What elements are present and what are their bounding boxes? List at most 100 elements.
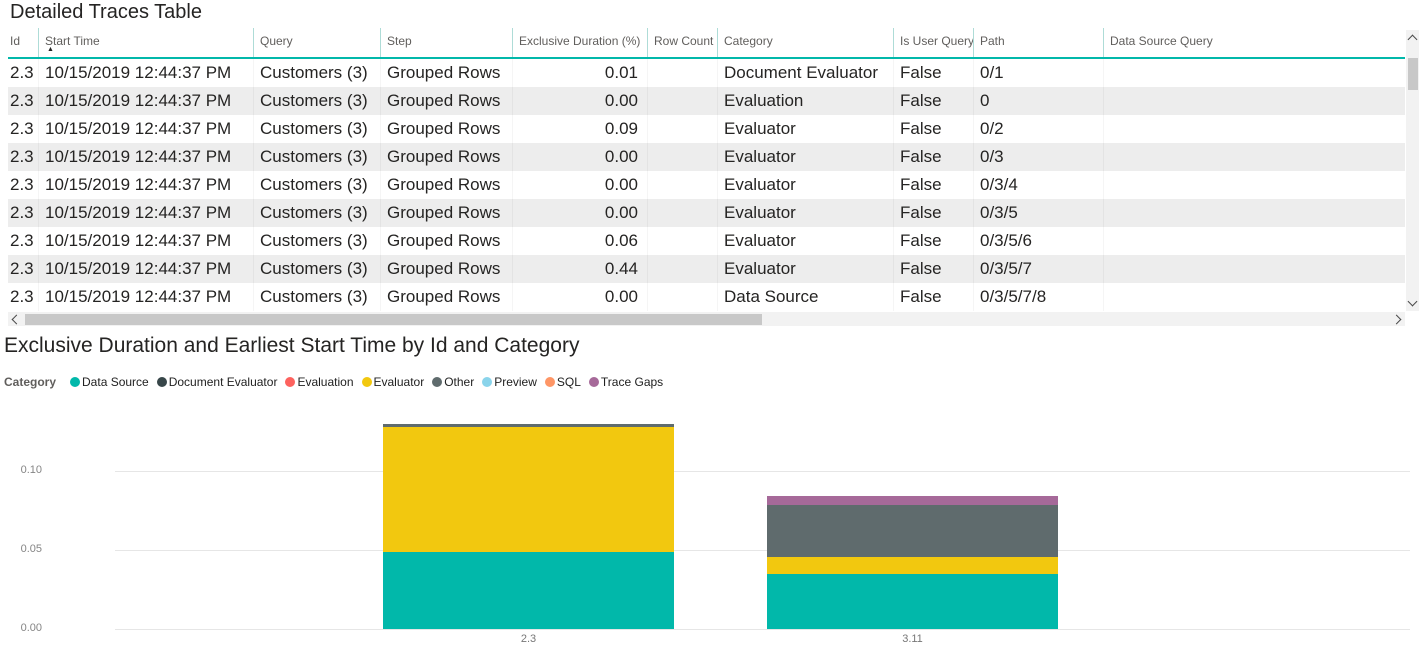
table-cell-path: 0/3/5/7 [973, 255, 1103, 283]
table-cell-category: Evaluator [717, 143, 893, 171]
table-cell-id: 2.3 [10, 119, 34, 138]
column-header-query[interactable]: Query [253, 28, 380, 57]
table-row[interactable]: 2.3 10/15/2019 12:44:37 PM Customers (3) Gr… [8, 143, 1405, 171]
sort-ascending-icon: ▲ [47, 46, 54, 53]
table-cell-id: 2.3 [10, 203, 34, 222]
table-cell-query: Customers (3) [253, 199, 380, 227]
legend-color-dot [70, 377, 81, 387]
column-header-is-user-query[interactable]: Is User Query [893, 28, 973, 57]
table-cell-row-count [647, 171, 717, 199]
table-cell-data-source-query [1103, 115, 1405, 143]
table-row[interactable]: 2.3 10/15/2019 12:44:37 PM Customers (3) Gr… [8, 227, 1405, 255]
bar-segment-evaluator[interactable] [383, 427, 674, 552]
legend-color-dot [156, 377, 167, 387]
legend-item-sql[interactable]: SQL [544, 375, 581, 389]
table-cell-id: 2.3 [10, 259, 34, 278]
table-cell-data-source-query [1103, 227, 1405, 255]
table-cell-row-count [647, 199, 717, 227]
scroll-down-icon[interactable] [1407, 296, 1418, 307]
legend-item-label: Other [444, 375, 475, 389]
legend-item-other[interactable]: Other [432, 375, 474, 389]
y-axis-tick-label: 0.05 [20, 543, 42, 555]
column-header-start-time[interactable]: Start Time ▲ [38, 28, 253, 57]
table-cell-is-user-query: False [893, 227, 973, 255]
x-axis-category-label: 3.11 [902, 633, 923, 645]
table-cell-id: 2.3 [10, 63, 34, 82]
column-header-id[interactable]: Id [8, 28, 38, 57]
x-axis-category-label: 2.3 [520, 633, 537, 645]
column-header-exclusive-duration[interactable]: Exclusive Duration (%) [512, 28, 647, 57]
table-cell-start-time: 10/15/2019 12:44:37 PM [38, 143, 253, 171]
column-header-row-count[interactable]: Row Count [647, 28, 717, 57]
column-header-label: Query [260, 34, 293, 48]
scroll-left-icon[interactable] [11, 314, 22, 324]
table-cell-exclusive-duration: 0.09 [512, 115, 647, 143]
table-cell-step: Grouped Rows [380, 227, 512, 255]
table-row[interactable]: 2.3 10/15/2019 12:44:37 PM Customers (3) Gr… [8, 115, 1405, 143]
table-row[interactable]: 2.3 10/15/2019 12:44:37 PM Customers (3) Gr… [8, 59, 1405, 87]
table-cell-start-time: 10/15/2019 12:44:37 PM [38, 59, 253, 87]
column-header-category[interactable]: Category [717, 28, 893, 57]
table-vertical-scrollbar[interactable] [1406, 30, 1419, 311]
vertical-scroll-thumb[interactable] [1407, 58, 1418, 90]
column-header-label: Id [10, 34, 21, 48]
legend-item-document-evaluator[interactable]: Document Evaluator [156, 375, 278, 389]
table-cell-query: Customers (3) [253, 227, 380, 255]
table-cell-row-count [647, 227, 717, 255]
table-row[interactable]: 2.3 10/15/2019 12:44:37 PM Customers (3) Gr… [8, 283, 1405, 311]
table-cell-category: Evaluator [717, 171, 893, 199]
table-row[interactable]: 2.3 10/15/2019 12:44:37 PM Customers (3) Gr… [8, 87, 1405, 115]
column-header-label: Path [980, 34, 1005, 48]
legend-item-label: Document Evaluator [168, 375, 278, 389]
table-cell-is-user-query: False [893, 255, 973, 283]
table-cell-id: 2.3 [10, 147, 34, 166]
legend-item-evaluation[interactable]: Evaluation [285, 375, 354, 389]
legend-item-evaluator[interactable]: Evaluator [361, 375, 424, 389]
table-cell-category: Evaluator [717, 255, 893, 283]
table-cell-query: Customers (3) [253, 115, 380, 143]
bar-segment-trace-gaps[interactable] [767, 496, 1058, 505]
table-row[interactable]: 2.3 10/15/2019 12:44:37 PM Customers (3) Gr… [8, 255, 1405, 283]
table-cell-is-user-query: False [893, 283, 973, 311]
table-cell-row-count [647, 115, 717, 143]
bar-segment-data-source[interactable] [383, 552, 674, 629]
bar-segment-other[interactable] [383, 424, 674, 427]
horizontal-scroll-thumb[interactable] [25, 313, 762, 325]
column-header-label: Category [724, 34, 773, 48]
table-cell-query: Customers (3) [253, 283, 380, 311]
table-row[interactable]: 2.3 10/15/2019 12:44:37 PM Customers (3) Gr… [8, 199, 1405, 227]
column-header-label: Data Source Query [1110, 34, 1213, 48]
scroll-up-icon[interactable] [1407, 34, 1418, 45]
table-horizontal-scrollbar[interactable] [8, 312, 1405, 326]
table-cell-start-time: 10/15/2019 12:44:37 PM [38, 199, 253, 227]
bar-segment-other[interactable] [767, 505, 1058, 557]
table-cell-exclusive-duration: 0.06 [512, 227, 647, 255]
table-cell-category: Evaluator [717, 199, 893, 227]
legend-item-trace-gaps[interactable]: Trace Gaps [588, 375, 663, 389]
legend-item-label: SQL [556, 375, 581, 389]
table-cell-is-user-query: False [893, 199, 973, 227]
table-cell-exclusive-duration: 0.01 [512, 59, 647, 87]
header-accent-underline [8, 57, 1405, 59]
legend-item-preview[interactable]: Preview [482, 375, 537, 389]
column-header-path[interactable]: Path [973, 28, 1103, 57]
table-cell-query: Customers (3) [253, 87, 380, 115]
table-cell-query: Customers (3) [253, 171, 380, 199]
table-cell-row-count [647, 87, 717, 115]
column-header-data-source-query[interactable]: Data Source Query [1103, 28, 1405, 57]
table-cell-step: Grouped Rows [380, 115, 512, 143]
scroll-right-icon[interactable] [1391, 314, 1402, 324]
column-header-step[interactable]: Step [380, 28, 512, 57]
bar-segment-evaluator[interactable] [767, 557, 1058, 574]
table-cell-start-time: 10/15/2019 12:44:37 PM [38, 283, 253, 311]
table-cell-exclusive-duration: 0.00 [512, 143, 647, 171]
table-cell-data-source-query [1103, 87, 1405, 115]
table-cell-category: Evaluator [717, 115, 893, 143]
legend-item-data-source[interactable]: Data Source [70, 375, 149, 389]
bar-segment-data-source[interactable] [767, 574, 1058, 629]
table-cell-data-source-query [1103, 255, 1405, 283]
table-cell-start-time: 10/15/2019 12:44:37 PM [38, 255, 253, 283]
legend-color-dot [432, 377, 443, 387]
table-row[interactable]: 2.3 10/15/2019 12:44:37 PM Customers (3) Gr… [8, 171, 1405, 199]
